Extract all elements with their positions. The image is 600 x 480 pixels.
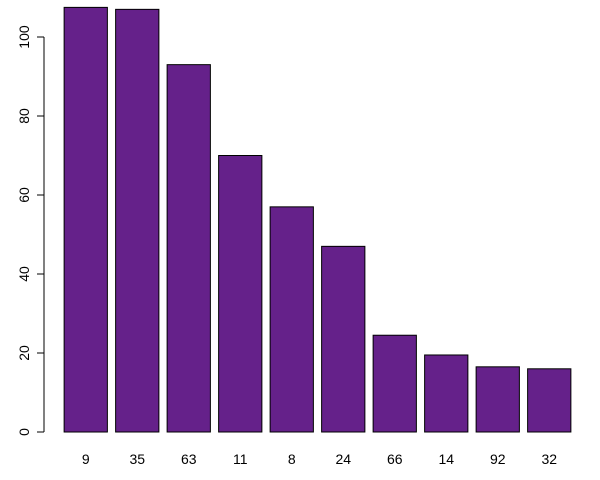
x-tick-label: 8 <box>288 451 296 467</box>
bar <box>63 6 108 433</box>
bar <box>321 245 366 433</box>
x-tick-label: 63 <box>181 451 197 467</box>
x-tick-label: 35 <box>129 451 145 467</box>
x-tick-label: 11 <box>233 451 248 467</box>
bar <box>115 8 160 433</box>
x-axis-labels: 9 35 63 11 8 24 66 14 92 32 <box>82 451 557 467</box>
bar <box>527 368 572 433</box>
y-tick-label: 100 <box>16 25 32 49</box>
bars <box>63 6 572 433</box>
x-tick-label: 66 <box>387 451 403 467</box>
y-tick-label: 60 <box>16 187 32 203</box>
y-tick-label: 80 <box>16 108 32 124</box>
bar <box>424 354 469 433</box>
bar <box>269 206 314 433</box>
bar <box>475 366 520 433</box>
y-tick-label: 0 <box>16 428 32 436</box>
x-tick-label: 14 <box>438 451 454 467</box>
x-tick-label: 92 <box>490 451 506 467</box>
y-tick-label: 20 <box>16 345 32 361</box>
bar <box>166 64 211 433</box>
x-tick-label: 24 <box>335 451 351 467</box>
bar <box>372 334 417 433</box>
x-tick-label: 9 <box>82 451 90 467</box>
x-tick-label: 32 <box>541 451 557 467</box>
bar <box>218 155 263 433</box>
y-tick-label: 40 <box>16 266 32 282</box>
y-axis: 0 20 40 60 80 100 <box>16 25 45 436</box>
